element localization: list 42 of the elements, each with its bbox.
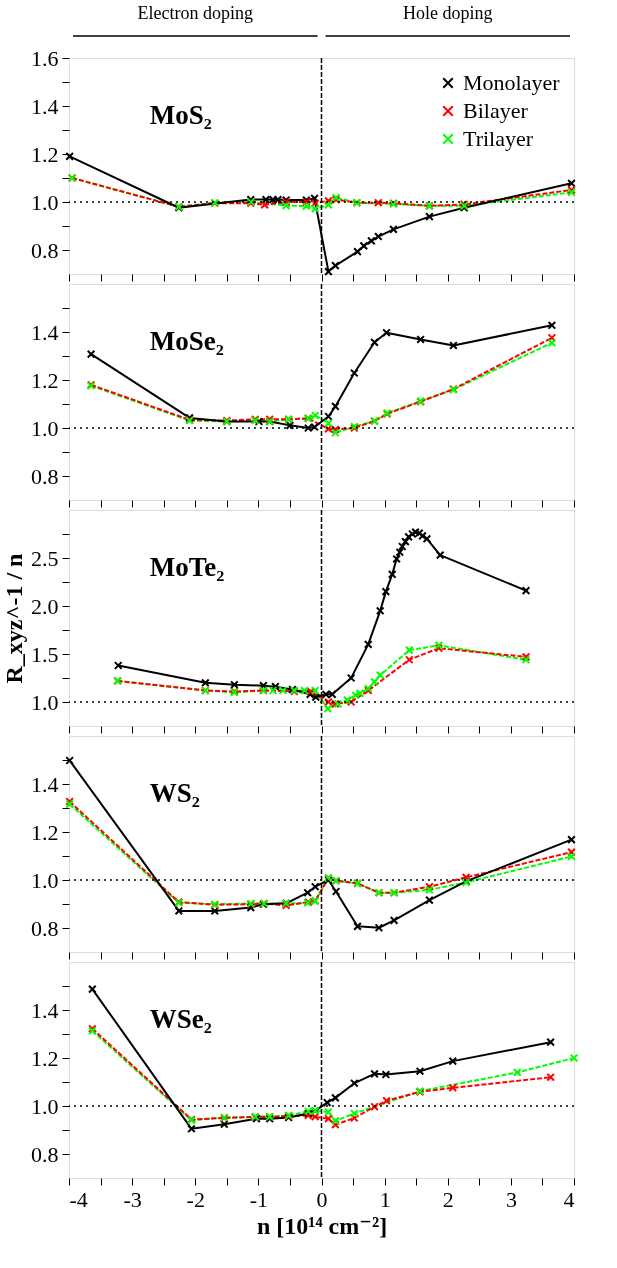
y-tick-label: 1.0 [31,415,59,441]
annotation: MoSe₂ [149,326,224,357]
legend-label: Monolayer [463,70,561,95]
y-tick-label: 1.2 [31,367,59,393]
y-tick-label: 1.0 [31,689,59,715]
y-tick-label: 1.0 [31,189,59,215]
y-tick-label: 1.2 [31,1045,59,1071]
y-tick-label: 1.2 [31,819,59,845]
text: Electron doping [137,3,253,23]
x-tick-label: 1 [379,1186,391,1212]
y-tick-label: 2.0 [31,593,59,619]
x-tick-label: 3 [505,1186,517,1212]
text: Hole doping [403,3,493,23]
y-tick-label: 0.8 [31,237,59,263]
x-axis-title: n [10¹⁴ cm⁻²] [256,1212,388,1239]
x-tick-label: -1 [249,1186,269,1212]
y-tick-label: 1.5 [31,641,59,667]
legend-label: Bilayer [463,98,529,123]
y-tick-label: 2.5 [31,545,59,571]
annotation: MoS₂ [149,100,212,131]
legend-label: Trilayer [463,126,534,151]
x-tick-label: 2 [442,1186,454,1212]
x-tick-label: -3 [123,1186,142,1212]
y-tick-label: 0.8 [31,915,59,941]
y-tick-label: 1.4 [31,997,59,1023]
y-tick-label: 1.6 [31,45,59,71]
y-axis-title: R_xyz^-1 / n [1,553,27,684]
y-tick-label: 1.4 [31,771,59,797]
y-tick-label: 1.0 [31,1093,59,1119]
y-tick-label: 0.8 [31,1141,59,1167]
y-tick-label: 1.4 [31,319,59,345]
annotation: WSe₂ [149,1004,212,1035]
x-tick-label: -4 [69,1186,88,1212]
y-tick-label: 1.4 [31,93,59,119]
y-tick-label: 1.0 [31,867,59,893]
x-tick-label: -2 [186,1186,205,1212]
annotation: MoTe₂ [149,552,225,583]
x-tick-label: 0 [316,1186,328,1212]
y-tick-label: 1.2 [31,141,59,167]
annotation: WS₂ [149,778,200,809]
y-tick-label: 0.8 [31,463,59,489]
x-tick-label: 4 [563,1186,575,1212]
